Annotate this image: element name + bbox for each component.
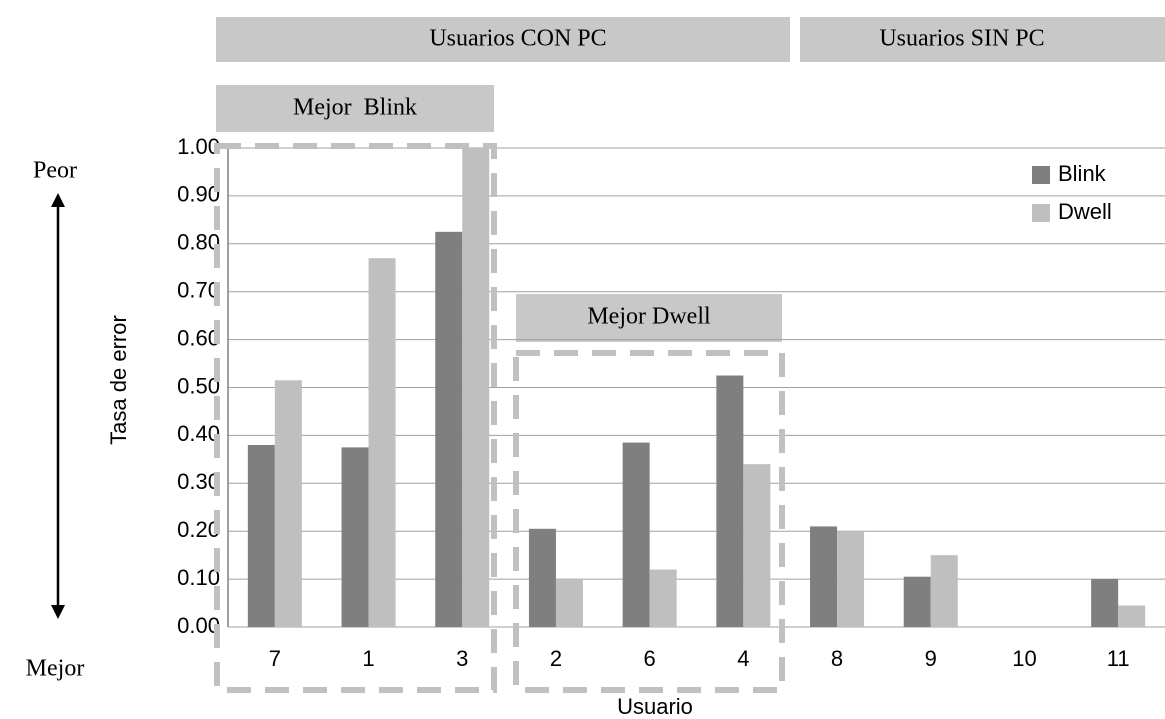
bar [716, 375, 744, 627]
x-tick-label: 9 [925, 646, 937, 671]
highlight-label: Mejor Dwell [587, 304, 711, 330]
x-tick-label: 8 [831, 646, 843, 671]
group-header [216, 17, 790, 62]
bar [247, 444, 275, 627]
bar [462, 148, 490, 627]
x-tick-label: 7 [269, 646, 281, 671]
direction-label: Peor [33, 158, 77, 184]
highlight-label: Mejor Blink [293, 95, 417, 121]
bar [649, 569, 677, 627]
x-tick-label: 1 [362, 646, 374, 671]
bar [622, 442, 650, 627]
highlight-header [216, 85, 494, 132]
legend-label: Blink [1058, 161, 1107, 186]
arrow-head [51, 605, 65, 619]
bar [837, 531, 865, 627]
x-tick-label: 11 [1107, 646, 1130, 671]
legend-label: Dwell [1058, 199, 1112, 224]
bar [341, 447, 369, 627]
highlight-box [214, 143, 497, 693]
bar [435, 231, 463, 627]
y-tick-label: 0.80 [177, 230, 220, 255]
legend-swatch [1032, 204, 1050, 222]
y-tick-label: 0.40 [177, 421, 220, 446]
bar [528, 528, 556, 627]
bar [274, 380, 302, 627]
y-tick-label: 0.20 [177, 517, 220, 542]
x-axis-title: Usuario [617, 694, 693, 719]
y-tick-label: 0.30 [177, 469, 220, 494]
group-label: Usuarios SIN PC [879, 26, 1044, 52]
y-tick-label: 0.60 [177, 325, 220, 350]
legend-swatch [1032, 166, 1050, 184]
bar [743, 464, 771, 627]
arrow-head [51, 193, 65, 207]
x-tick-label: 6 [644, 646, 656, 671]
y-tick-label: 0.90 [177, 182, 220, 207]
y-tick-label: 0.50 [177, 373, 220, 398]
group-header [800, 17, 1165, 62]
y-tick-label: 0.70 [177, 278, 220, 303]
bar [930, 555, 958, 627]
highlight-header [516, 294, 782, 342]
x-tick-label: 3 [456, 646, 468, 671]
highlight-box [513, 350, 785, 693]
y-axis-title: Tasa de error [106, 315, 131, 445]
x-tick-label: 2 [550, 646, 562, 671]
bar [368, 258, 396, 627]
y-tick-label: 1.00 [177, 134, 220, 159]
group-label: Usuarios CON PC [429, 26, 606, 52]
bar [555, 579, 583, 627]
bar [903, 576, 931, 627]
bar [810, 526, 838, 627]
x-tick-label: 4 [737, 646, 749, 671]
x-tick-label: 10 [1012, 646, 1036, 671]
bar [1091, 579, 1119, 627]
y-tick-label: 0.10 [177, 565, 220, 590]
direction-label: Mejor [26, 656, 85, 682]
bar [1118, 605, 1146, 627]
y-tick-label: 0.00 [177, 613, 220, 638]
